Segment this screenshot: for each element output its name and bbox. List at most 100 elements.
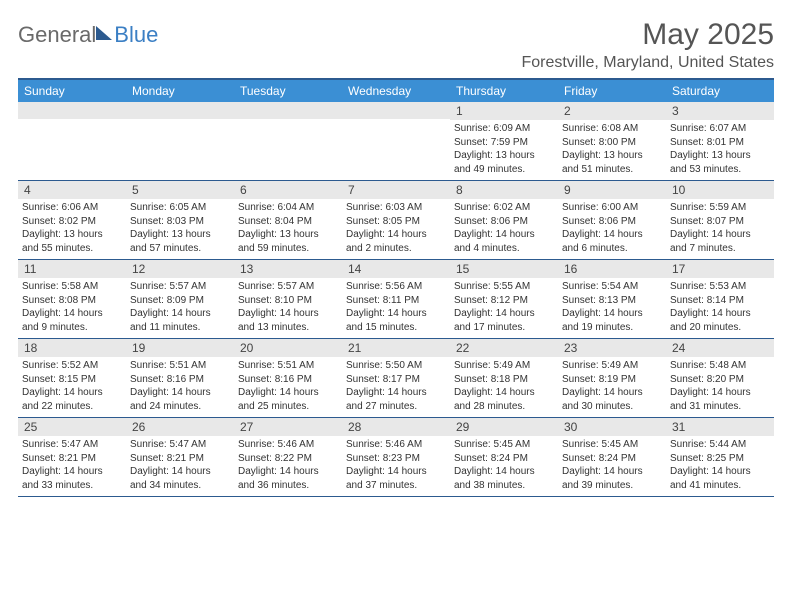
day-details: Sunrise: 6:05 AMSunset: 8:03 PMDaylight:… [126, 199, 234, 259]
day-header-thu: Thursday [450, 79, 558, 102]
sunset-text: Sunset: 8:01 PM [670, 136, 770, 150]
day-number: 19 [126, 339, 234, 357]
sunrise-text: Sunrise: 5:46 AM [346, 438, 446, 452]
day-number: 1 [450, 102, 558, 120]
sunset-text: Sunset: 8:24 PM [562, 452, 662, 466]
day-number: 9 [558, 181, 666, 199]
sunrise-text: Sunrise: 5:47 AM [22, 438, 122, 452]
daylight-text: Daylight: 14 hours and 2 minutes. [346, 228, 446, 255]
day-details [234, 119, 342, 173]
day-number: 11 [18, 260, 126, 278]
day-details: Sunrise: 5:51 AMSunset: 8:16 PMDaylight:… [126, 357, 234, 417]
calendar-cell: 4Sunrise: 6:06 AMSunset: 8:02 PMDaylight… [18, 181, 126, 260]
location-text: Forestville, Maryland, United States [521, 54, 774, 72]
day-details: Sunrise: 5:51 AMSunset: 8:16 PMDaylight:… [234, 357, 342, 417]
day-number: 4 [18, 181, 126, 199]
sunset-text: Sunset: 8:25 PM [670, 452, 770, 466]
day-number: 27 [234, 418, 342, 436]
calendar-cell: 21Sunrise: 5:50 AMSunset: 8:17 PMDayligh… [342, 339, 450, 418]
day-details: Sunrise: 5:45 AMSunset: 8:24 PMDaylight:… [558, 436, 666, 496]
calendar-cell [342, 102, 450, 181]
sunrise-text: Sunrise: 5:53 AM [670, 280, 770, 294]
sunrise-text: Sunrise: 5:45 AM [454, 438, 554, 452]
sunrise-text: Sunrise: 5:57 AM [238, 280, 338, 294]
daylight-text: Daylight: 14 hours and 11 minutes. [130, 307, 230, 334]
calendar-week-row: 1Sunrise: 6:09 AMSunset: 7:59 PMDaylight… [18, 102, 774, 181]
day-details: Sunrise: 6:02 AMSunset: 8:06 PMDaylight:… [450, 199, 558, 259]
sunset-text: Sunset: 8:03 PM [130, 215, 230, 229]
day-header-tue: Tuesday [234, 79, 342, 102]
calendar-cell [234, 102, 342, 181]
day-number: 23 [558, 339, 666, 357]
day-number [234, 102, 342, 119]
daylight-text: Daylight: 13 hours and 51 minutes. [562, 149, 662, 176]
sunrise-text: Sunrise: 5:51 AM [130, 359, 230, 373]
sunrise-text: Sunrise: 5:54 AM [562, 280, 662, 294]
day-details: Sunrise: 5:46 AMSunset: 8:22 PMDaylight:… [234, 436, 342, 496]
sunset-text: Sunset: 8:17 PM [346, 373, 446, 387]
day-number: 3 [666, 102, 774, 120]
day-number: 8 [450, 181, 558, 199]
day-details [342, 119, 450, 173]
day-details: Sunrise: 5:57 AMSunset: 8:09 PMDaylight:… [126, 278, 234, 338]
sunset-text: Sunset: 8:22 PM [238, 452, 338, 466]
sunset-text: Sunset: 8:08 PM [22, 294, 122, 308]
day-number: 30 [558, 418, 666, 436]
daylight-text: Daylight: 13 hours and 59 minutes. [238, 228, 338, 255]
logo-triangle-icon [96, 26, 112, 40]
calendar-cell: 16Sunrise: 5:54 AMSunset: 8:13 PMDayligh… [558, 260, 666, 339]
day-header-mon: Monday [126, 79, 234, 102]
day-details: Sunrise: 5:48 AMSunset: 8:20 PMDaylight:… [666, 357, 774, 417]
day-details: Sunrise: 5:54 AMSunset: 8:13 PMDaylight:… [558, 278, 666, 338]
day-number: 10 [666, 181, 774, 199]
sunset-text: Sunset: 8:09 PM [130, 294, 230, 308]
sunset-text: Sunset: 8:00 PM [562, 136, 662, 150]
sunrise-text: Sunrise: 6:00 AM [562, 201, 662, 215]
sunset-text: Sunset: 8:12 PM [454, 294, 554, 308]
sunrise-text: Sunrise: 5:55 AM [454, 280, 554, 294]
calendar-cell: 30Sunrise: 5:45 AMSunset: 8:24 PMDayligh… [558, 418, 666, 497]
day-details: Sunrise: 5:59 AMSunset: 8:07 PMDaylight:… [666, 199, 774, 259]
sunset-text: Sunset: 8:02 PM [22, 215, 122, 229]
calendar-table: Sunday Monday Tuesday Wednesday Thursday… [18, 78, 774, 497]
day-number: 15 [450, 260, 558, 278]
day-details: Sunrise: 5:53 AMSunset: 8:14 PMDaylight:… [666, 278, 774, 338]
day-number [126, 102, 234, 119]
calendar-cell: 29Sunrise: 5:45 AMSunset: 8:24 PMDayligh… [450, 418, 558, 497]
day-header-row: Sunday Monday Tuesday Wednesday Thursday… [18, 79, 774, 102]
day-details: Sunrise: 5:47 AMSunset: 8:21 PMDaylight:… [18, 436, 126, 496]
calendar-cell: 12Sunrise: 5:57 AMSunset: 8:09 PMDayligh… [126, 260, 234, 339]
calendar-cell: 7Sunrise: 6:03 AMSunset: 8:05 PMDaylight… [342, 181, 450, 260]
day-details: Sunrise: 5:58 AMSunset: 8:08 PMDaylight:… [18, 278, 126, 338]
day-number [342, 102, 450, 119]
month-title: May 2025 [521, 18, 774, 52]
day-details: Sunrise: 6:03 AMSunset: 8:05 PMDaylight:… [342, 199, 450, 259]
sunset-text: Sunset: 8:13 PM [562, 294, 662, 308]
day-number: 31 [666, 418, 774, 436]
daylight-text: Daylight: 14 hours and 7 minutes. [670, 228, 770, 255]
daylight-text: Daylight: 14 hours and 6 minutes. [562, 228, 662, 255]
day-details: Sunrise: 6:09 AMSunset: 7:59 PMDaylight:… [450, 120, 558, 180]
day-number: 14 [342, 260, 450, 278]
daylight-text: Daylight: 14 hours and 9 minutes. [22, 307, 122, 334]
logo-word-1: General [18, 22, 96, 48]
sunrise-text: Sunrise: 5:46 AM [238, 438, 338, 452]
daylight-text: Daylight: 13 hours and 55 minutes. [22, 228, 122, 255]
sunset-text: Sunset: 8:19 PM [562, 373, 662, 387]
sunset-text: Sunset: 8:20 PM [670, 373, 770, 387]
day-details: Sunrise: 5:47 AMSunset: 8:21 PMDaylight:… [126, 436, 234, 496]
sunset-text: Sunset: 8:06 PM [454, 215, 554, 229]
day-number: 22 [450, 339, 558, 357]
daylight-text: Daylight: 14 hours and 37 minutes. [346, 465, 446, 492]
logo: General Blue [18, 22, 158, 48]
day-number: 2 [558, 102, 666, 120]
daylight-text: Daylight: 14 hours and 30 minutes. [562, 386, 662, 413]
calendar-cell: 26Sunrise: 5:47 AMSunset: 8:21 PMDayligh… [126, 418, 234, 497]
calendar-cell: 20Sunrise: 5:51 AMSunset: 8:16 PMDayligh… [234, 339, 342, 418]
day-details: Sunrise: 5:50 AMSunset: 8:17 PMDaylight:… [342, 357, 450, 417]
sunrise-text: Sunrise: 6:09 AM [454, 122, 554, 136]
sunrise-text: Sunrise: 5:44 AM [670, 438, 770, 452]
daylight-text: Daylight: 14 hours and 34 minutes. [130, 465, 230, 492]
daylight-text: Daylight: 13 hours and 53 minutes. [670, 149, 770, 176]
calendar-cell: 9Sunrise: 6:00 AMSunset: 8:06 PMDaylight… [558, 181, 666, 260]
